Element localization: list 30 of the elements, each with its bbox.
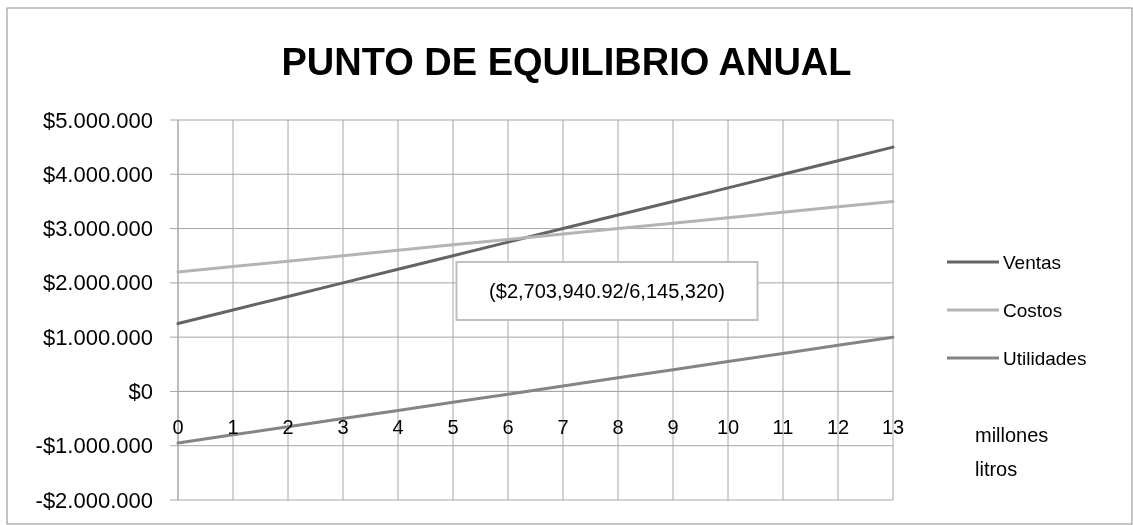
line-series: [176, 145, 895, 326]
y-tick-label: $1.000.000: [42, 324, 153, 350]
chart-title: PUNTO DE EQUILIBRIO ANUAL: [281, 41, 852, 83]
y-tick-label: -$2.000.000: [35, 487, 153, 513]
annotation: ($2,703,940.92/6,145,320): [489, 280, 725, 302]
y-tick-label: $5.000.000: [42, 107, 153, 133]
legend-label: Ventas: [1003, 251, 1062, 273]
legend-label: Costos: [1003, 299, 1063, 321]
x-tick-label: 11: [772, 416, 794, 439]
x-tick-label: 3: [337, 416, 349, 439]
x-tick-label: 6: [502, 416, 514, 439]
x-tick-label: 7: [557, 416, 569, 439]
line-series: [176, 199, 895, 274]
legend-label: Utilidades: [1003, 347, 1087, 369]
y-tick-label: $3.000.000: [42, 216, 153, 242]
y-tick-label: $0: [128, 378, 153, 404]
x-tick-label: 2: [282, 416, 294, 439]
x-tick-label: 4: [392, 416, 404, 439]
x-tick-label: 5: [447, 416, 459, 439]
y-tick-label: $2.000.000: [42, 270, 153, 296]
y-tick-label: -$1.000.000: [35, 433, 153, 459]
x-tick-label: 13: [881, 416, 905, 439]
x-tick-label: 10: [716, 416, 740, 439]
x-axis-title: millones litros: [975, 424, 1049, 481]
x-tick-label: 1: [227, 416, 239, 439]
x-tick-label: 12: [826, 416, 850, 439]
x-tick-label: 8: [612, 416, 624, 439]
x-tick-label: 9: [667, 416, 679, 439]
x-tick-label: 0: [172, 416, 184, 439]
y-tick-label: $4.000.000: [42, 161, 153, 187]
